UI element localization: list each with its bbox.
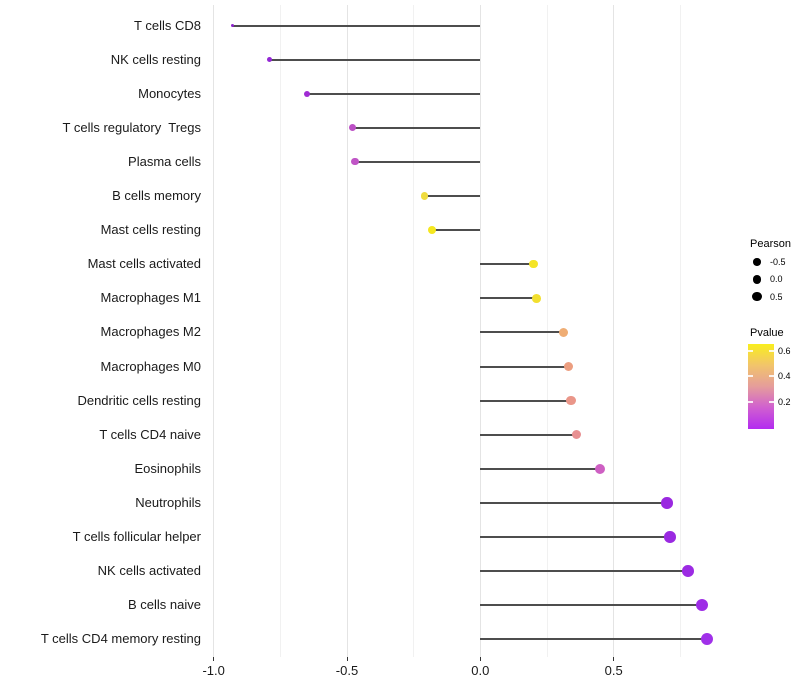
category-label: T cells CD4 memory resting [40, 631, 201, 647]
lollipop-stem [355, 160, 481, 163]
category-label: Macrophages M1 [100, 290, 201, 306]
category-label: Plasma cells [128, 153, 201, 169]
colorbar-tick [769, 401, 774, 403]
colorbar-tick [748, 401, 753, 403]
colorbar-tick [748, 375, 753, 377]
x-axis-tick [213, 657, 215, 661]
category-label: Monocytes [138, 85, 201, 101]
category-label: B cells memory [112, 188, 201, 203]
lollipop-dot [695, 599, 708, 612]
lollipop-dot [566, 395, 576, 406]
lollipop-stem [352, 126, 481, 129]
lollipop-stem [480, 331, 563, 334]
colorbar-tick [748, 350, 753, 352]
lollipop-dot [558, 327, 568, 337]
gridline-major [213, 5, 215, 657]
lollipop-dot [351, 158, 359, 166]
category-label: Mast cells resting [100, 222, 201, 238]
lollipop-stem [480, 297, 537, 300]
gridline-major [613, 5, 615, 657]
legend-size-label: -0.5 [770, 257, 786, 267]
legend-size-dot [753, 258, 761, 266]
lollipop-stem [480, 399, 571, 402]
x-axis-tick [479, 657, 481, 661]
lollipop-dot [303, 90, 311, 97]
lollipop-stem [480, 604, 702, 607]
lollipop-dot [663, 531, 676, 543]
gridline-minor [279, 5, 281, 657]
legend-size-label: 0.0 [770, 274, 783, 285]
colorbar-tick-label: 0.4 [778, 371, 791, 381]
lollipop-stem [480, 501, 667, 504]
legend-size-label: 0.5 [770, 291, 783, 302]
colorbar-tick-label: 0.6 [778, 346, 791, 356]
lollipop-stem [480, 536, 670, 538]
category-label: T cells follicular helper [72, 529, 201, 544]
lollipop-dot [267, 57, 273, 63]
lollipop-dot [529, 259, 538, 269]
lollipop-stem [480, 570, 689, 573]
legend-size-dot [752, 291, 762, 302]
lollipop-dot [531, 293, 541, 303]
colorbar-tick [769, 375, 774, 377]
category-label: Mast cells activated [87, 256, 201, 272]
gridline-major [479, 5, 481, 657]
lollipop-dot [230, 23, 234, 28]
x-axis-tick [346, 657, 348, 661]
pvalue-colorbar [748, 344, 774, 429]
lollipop-stem [480, 263, 534, 266]
legend-size-dot [752, 275, 762, 284]
category-label: NK cells resting [110, 51, 201, 67]
colorbar-tick-label: 0.2 [778, 397, 791, 407]
legend-pvalue-color-title: Pvalue [750, 327, 784, 339]
category-label: Eosinophils [134, 460, 202, 476]
category-label: B cells naive [128, 597, 201, 613]
lollipop-stem [480, 433, 577, 436]
lollipop-dot [428, 226, 437, 235]
lollipop-stem [432, 229, 481, 232]
x-axis-tick-label: -0.5 [335, 663, 359, 678]
lollipop-dot [571, 430, 582, 440]
lollipop-dot [661, 497, 673, 509]
legend-pearson-size-title: Pearson [750, 238, 791, 250]
category-label: Dendritic cells resting [77, 392, 201, 408]
gridline-minor [413, 5, 415, 657]
category-label: T cells CD8 [134, 17, 201, 33]
x-axis-tick-label: -1.0 [202, 663, 225, 678]
lollipop-stem [480, 467, 601, 470]
lollipop-dot [700, 633, 714, 646]
gridline-minor [546, 5, 548, 657]
category-label: Neutrophils [135, 494, 201, 510]
lollipop-dot [420, 192, 429, 200]
category-label: NK cells activated [97, 563, 201, 579]
lollipop-dot [682, 565, 695, 577]
lollipop-dot [595, 463, 606, 474]
lollipop-stem [307, 92, 481, 95]
lollipop-stem [480, 365, 569, 368]
x-axis-tick-label: 0.0 [471, 663, 490, 678]
lollipop-dot [563, 361, 573, 372]
colorbar-tick [769, 350, 774, 352]
x-axis-tick-label: 0.5 [604, 663, 623, 678]
x-axis-tick [613, 657, 615, 661]
gridline-minor [679, 5, 681, 657]
category-label: Macrophages M0 [100, 358, 201, 374]
lollipop-dot [348, 124, 356, 132]
gridline-major [346, 5, 348, 657]
lollipop-stem [480, 638, 707, 641]
category-label: Macrophages M2 [100, 324, 201, 340]
category-label: T cells CD4 naive [99, 426, 201, 442]
category-label: T cells regulatory Tregs [62, 119, 201, 135]
lollipop-stem [269, 58, 481, 61]
lollipop-stem [424, 195, 481, 197]
lollipop-stem [232, 24, 481, 27]
